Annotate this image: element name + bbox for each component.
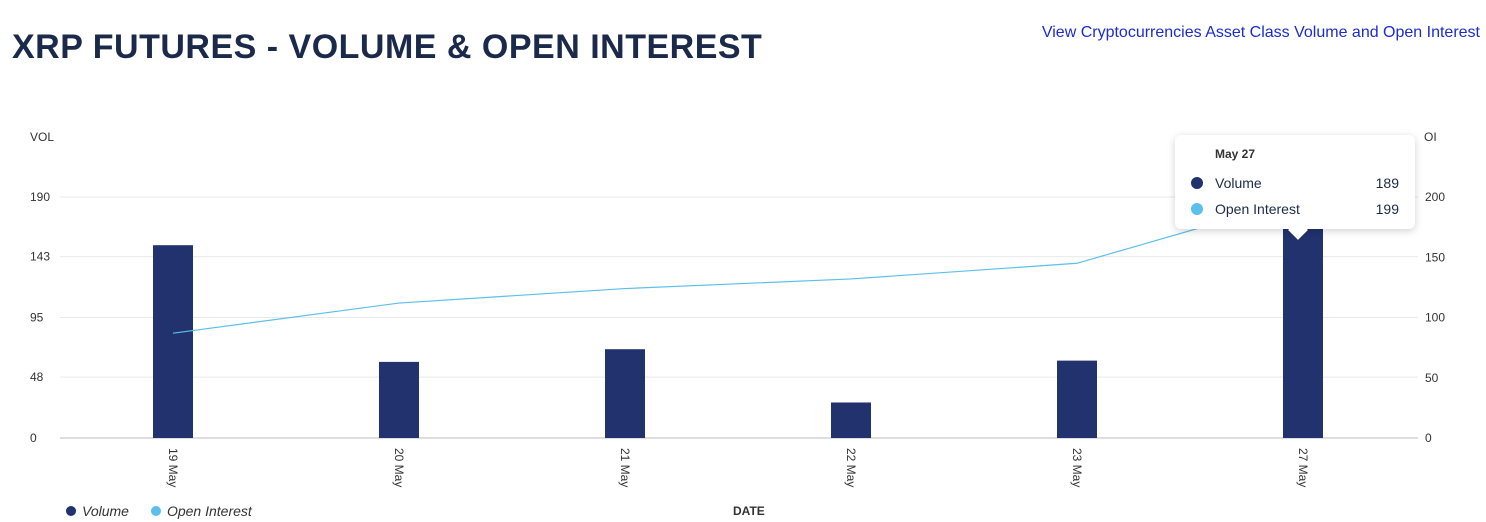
y-right-tick-label: 100	[1425, 311, 1445, 325]
chart-legend: Volume Open Interest	[66, 503, 252, 519]
chart-tooltip: May 27 Volume 189 Open Interest 199	[1175, 135, 1415, 240]
y-left-tick-label: 0	[30, 431, 37, 445]
y-right-ticks: 0 50 100 150 200	[1425, 190, 1445, 445]
tooltip-row-volume: Volume 189	[1191, 175, 1399, 191]
legend-item-volume[interactable]: Volume	[66, 503, 129, 519]
x-tick-label: 20 May	[392, 448, 406, 487]
page-title: XRP FUTURES - VOLUME & OPEN INTEREST	[12, 28, 763, 66]
x-tick-label: 23 May	[1070, 448, 1084, 487]
y-left-tick-label: 48	[30, 370, 44, 384]
tooltip-volume-label: Volume	[1215, 175, 1262, 191]
y-left-ticks: 0 48 95 143 190	[30, 190, 50, 445]
y-right-tick-label: 150	[1425, 250, 1445, 264]
legend-volume-label: Volume	[82, 503, 129, 519]
x-axis-label: DATE	[733, 504, 765, 518]
open-interest-series-line[interactable]	[172, 197, 1304, 334]
volume-bar[interactable]	[153, 245, 193, 438]
open-interest-dot-icon	[1191, 203, 1203, 215]
y-left-tick-label: 143	[30, 250, 50, 264]
volume-dot-icon	[1191, 177, 1203, 189]
x-tick-label: 19 May	[166, 448, 180, 487]
tooltip-volume-value: 189	[1375, 175, 1399, 191]
x-tick-label: 27 May	[1296, 448, 1310, 487]
y-right-axis-label: OI	[1424, 130, 1437, 144]
volume-bar[interactable]	[605, 349, 645, 438]
y-left-tick-label: 95	[30, 311, 44, 325]
y-right-tick-label: 50	[1425, 371, 1439, 385]
volume-bar[interactable]	[1057, 360, 1097, 438]
y-right-tick-label: 0	[1425, 431, 1432, 445]
legend-item-open-interest[interactable]: Open Interest	[150, 503, 252, 519]
tooltip-row-open-interest: Open Interest 199	[1191, 201, 1399, 217]
volume-bar[interactable]	[379, 361, 419, 438]
view-asset-class-link[interactable]: View Cryptocurrencies Asset Class Volume…	[1041, 24, 1480, 41]
volume-bars	[153, 198, 1323, 438]
x-tick-label: 22 May	[844, 448, 858, 487]
x-tick-label: 21 May	[618, 448, 632, 487]
x-axis-ticks: 19 May 20 May 21 May 22 May 23 May 27 May	[166, 448, 1310, 487]
volume-legend-dot-icon	[66, 506, 76, 516]
volume-bar[interactable]	[1283, 198, 1323, 438]
grid-lines	[60, 196, 1418, 439]
y-left-axis-label: VOL	[30, 130, 54, 144]
tooltip-title: May 27	[1215, 147, 1256, 161]
legend-open-interest-label: Open Interest	[166, 503, 252, 519]
y-right-tick-label: 200	[1425, 190, 1445, 204]
tooltip-open-interest-label: Open Interest	[1215, 201, 1300, 217]
y-left-tick-label: 190	[30, 190, 50, 204]
tooltip-open-interest-value: 199	[1375, 201, 1399, 217]
open-interest-legend-dot-icon	[150, 506, 161, 516]
volume-bar[interactable]	[831, 402, 871, 438]
open-interest-line	[172, 197, 1304, 334]
